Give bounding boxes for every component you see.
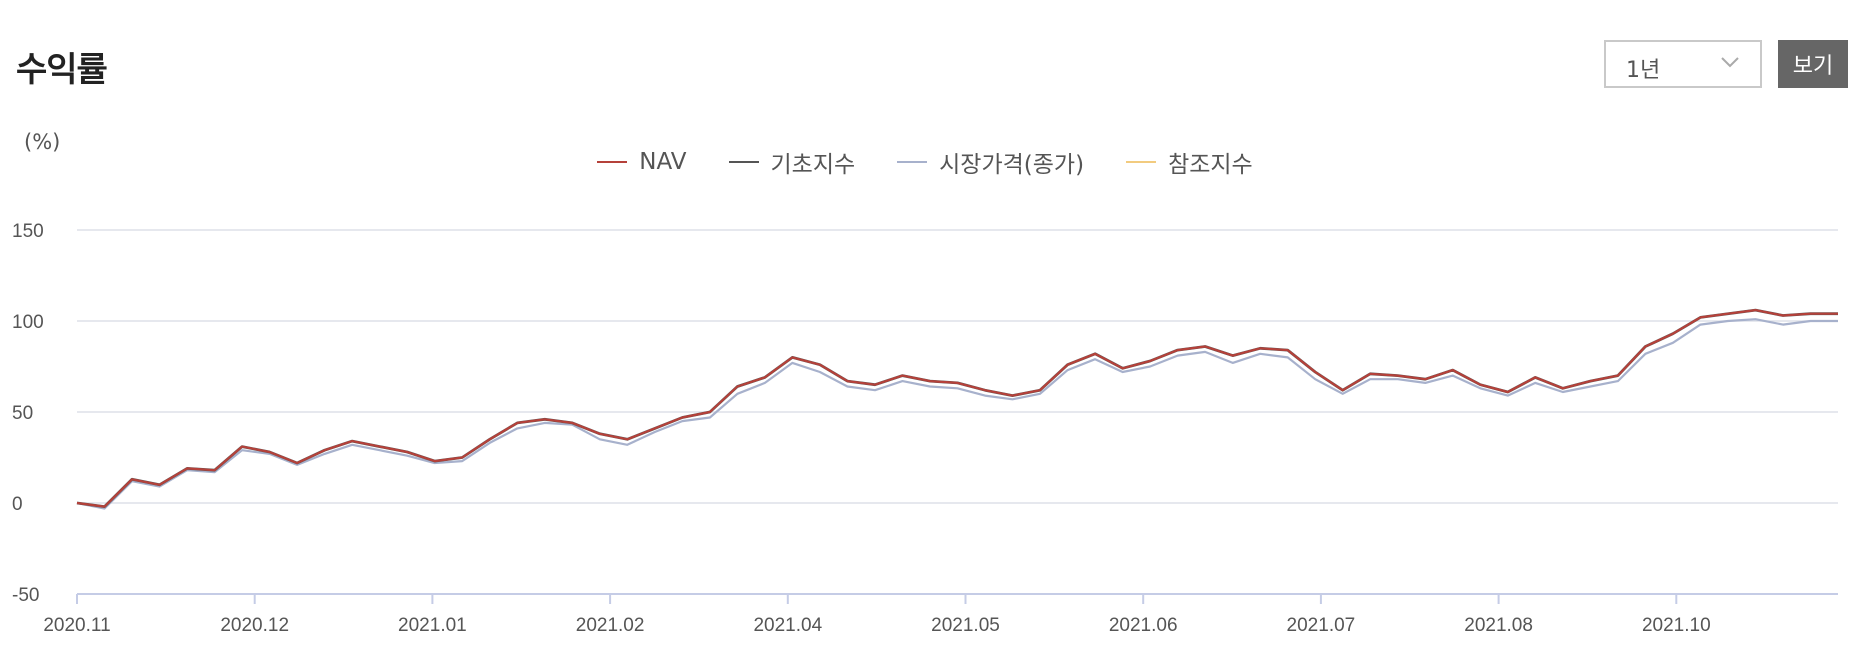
y-unit-label: (%) [24,130,61,154]
legend-label-nav: NAV [639,149,687,175]
x-tick-label: 2021.10 [1642,615,1711,636]
legend-swatch-reference-index [1126,161,1157,163]
y-tick-label: 100 [12,312,44,333]
x-tick-label: 2021.08 [1464,615,1533,636]
x-tick-label: 2021.06 [1109,615,1178,636]
legend-item-market-price[interactable]: 시장가격(종가) [897,145,1084,179]
series-line-base-index [76,308,1838,509]
y-tick-label: 0 [12,494,23,515]
x-tick-label: 2020.12 [220,615,289,636]
legend-label-reference-index: 참조지수 [1168,152,1253,178]
view-button[interactable]: 보기 [1778,40,1848,88]
x-tick-label: 2021.07 [1287,615,1356,636]
period-select[interactable]: 1년 [1604,40,1762,88]
period-select-value: 1년 [1626,58,1661,83]
series-line-market-price [76,318,1838,510]
x-tick-label: 2021.04 [753,615,822,636]
legend-label-base-index: 기초지수 [770,152,856,178]
y-tick-label: -50 [12,585,39,606]
x-tick-label: 2020.11 [43,615,110,636]
legend-swatch-base-index [728,161,759,163]
y-tick-label: 50 [12,403,33,424]
chevron-down-icon [1721,57,1739,68]
legend-item-base-index[interactable]: 기초지수 [728,145,856,179]
page-title: 수익률 [16,50,108,90]
legend-label-market-price: 시장가격(종가) [939,152,1085,178]
legend-item-reference-index[interactable]: 참조지수 [1126,145,1253,179]
x-tick-label: 2021.01 [398,615,467,636]
legend-item-nav[interactable]: NAV [597,145,687,179]
legend-swatch-nav [597,161,628,163]
x-tick-label: 2021.02 [576,615,645,636]
chart-legend: NAV 기초지수 시장가격(종가) 참조지수 [0,145,1850,179]
y-tick-label: 150 [12,221,44,242]
series-line-nav [76,309,1838,508]
legend-swatch-market-price [897,161,928,163]
x-tick-label: 2021.05 [931,615,1000,636]
